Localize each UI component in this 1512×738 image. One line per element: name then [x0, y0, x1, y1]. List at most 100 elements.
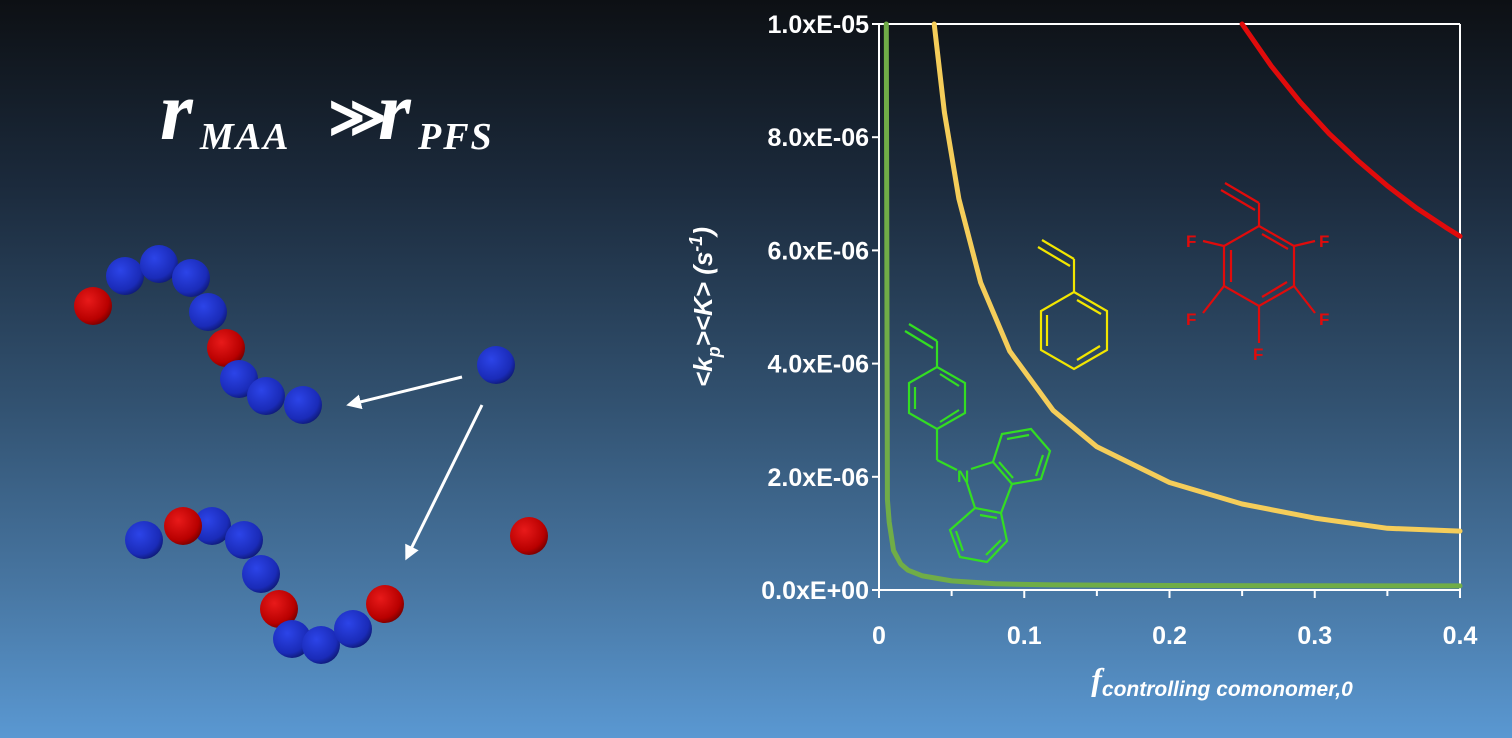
- arrow-to-lower-chain: [405, 404, 484, 561]
- vbk-n-c-bond: [970, 460, 994, 471]
- carbazole-double-bond: [998, 461, 1014, 479]
- x-axis-title-subscript: controlling comonomer,0: [1102, 678, 1353, 701]
- blue-sphere: [273, 620, 311, 658]
- styrene-structure: [1037, 239, 1109, 371]
- red-sphere: [207, 329, 245, 367]
- x-ticks: 0 0.1 0.2 0.3 0.4: [872, 590, 1477, 650]
- x-tick-label: 0.4: [1443, 622, 1478, 650]
- carbazole-double-bond: [954, 530, 965, 552]
- x-minor-ticks: [950, 590, 1389, 596]
- x-axis-title: fcontrolling comonomer,0: [1091, 661, 1353, 701]
- fluorine-label: F: [1253, 345, 1263, 364]
- x-axis-title-f: f: [1091, 661, 1105, 697]
- vbk-benzene-ring: [907, 365, 967, 431]
- free-red-monomer: [510, 517, 548, 555]
- vbk-ring-double-bond: [939, 409, 960, 423]
- y-axis-title-part3: ): [688, 227, 718, 239]
- y-axis-title-part1: <k: [688, 356, 718, 387]
- headline-r-pfs: r: [378, 65, 411, 158]
- styrene-ring-double-bond: [1076, 345, 1101, 361]
- x-tick-label: 0.1: [1007, 622, 1042, 650]
- pentafluorostyrene-structure: [1202, 182, 1316, 343]
- series-line-2: [883, 21, 1463, 589]
- vbk-n-c-bond: [964, 479, 977, 509]
- carbazole-double-bond: [979, 513, 998, 520]
- headline-subscript-maa: MAA: [200, 116, 291, 158]
- blue-sphere: [242, 555, 280, 593]
- pfs-ring: [1222, 224, 1296, 308]
- blue-sphere: [193, 507, 231, 545]
- vbk-vinyl-double-bond: [904, 330, 934, 349]
- y-axis-title-sub-p: p: [704, 346, 724, 358]
- upper-chain: [74, 245, 322, 424]
- headline-r-maa: r: [160, 65, 193, 158]
- pfs-cf-bond: [1293, 285, 1316, 314]
- y-tick-label: 0.0xE+00: [761, 577, 869, 605]
- blue-sphere: [189, 293, 227, 331]
- fluorine-label: F: [1186, 310, 1196, 329]
- styrene-ring: [1039, 290, 1109, 371]
- fluorine-label: F: [1319, 232, 1329, 251]
- pfs-vinyl-double-bond: [1224, 182, 1260, 204]
- blue-sphere: [247, 377, 285, 415]
- carbazole-double-bond: [1034, 454, 1045, 477]
- y-ticks: 0.0xE+00 2.0xE-06 4.0xE-06 6.0xE-06 8.0xE-06…: [761, 11, 879, 605]
- styrene-ring-double-bond: [1076, 299, 1102, 315]
- y-tick-label: 2.0xE-06: [768, 464, 869, 492]
- vbk-ring-double-bond: [939, 373, 960, 387]
- blue-sphere: [225, 521, 263, 559]
- lower-chain: [125, 507, 404, 664]
- carbazole-double-bond: [985, 539, 1002, 556]
- chart-axes: [878, 23, 1461, 591]
- pfs-cf-bond: [1293, 239, 1316, 248]
- styrene-vinyl-double-bond: [1041, 239, 1075, 260]
- vinylbenzylcarbazole-structure: [904, 323, 1052, 564]
- y-tick-label: 8.0xE-06: [768, 124, 869, 152]
- series-lines: [883, 21, 1463, 589]
- blue-sphere: [302, 626, 340, 664]
- pfs-cf-bond: [1202, 239, 1225, 248]
- blue-sphere: [125, 521, 163, 559]
- blue-sphere: [172, 259, 210, 297]
- fluorine-label: F: [1186, 232, 1196, 251]
- vbk-ch2-n-bond: [936, 459, 958, 471]
- blue-sphere: [106, 257, 144, 295]
- carbazole-ring-lower: [948, 506, 1009, 564]
- y-axis-title: <kp><K> (s-1): [686, 227, 724, 387]
- reactivity-ratio-headline: r MAA ≫ r PFS: [160, 70, 580, 170]
- series-line-0: [1239, 21, 1463, 239]
- arrow-to-upper-chain: [346, 375, 463, 410]
- nitrogen-label: N: [957, 467, 969, 486]
- red-sphere: [164, 507, 202, 545]
- blue-sphere: [220, 360, 258, 398]
- fluorine-label: F: [1319, 310, 1329, 329]
- pfs-ring-double-bond: [1261, 233, 1289, 250]
- headline-much-greater: ≫: [328, 87, 387, 149]
- headline-subscript-pfs: PFS: [418, 116, 494, 158]
- series-line-1: [931, 21, 1463, 534]
- y-axis-title-sup: -1: [686, 236, 706, 252]
- pfs-fluorine-labels: F F F F F: [1186, 232, 1329, 364]
- red-sphere: [74, 287, 112, 325]
- blue-sphere: [140, 245, 178, 283]
- carbazole-five-ring-bond: [999, 483, 1014, 514]
- carbazole-double-bond: [1006, 433, 1030, 441]
- blue-sphere: [334, 610, 372, 648]
- pfs-ring-double-bond: [1261, 281, 1288, 298]
- vbk-vinyl-double-bond: [908, 323, 938, 342]
- y-tick-label: 1.0xE-05: [768, 11, 870, 39]
- x-tick-label: 0.2: [1152, 622, 1187, 650]
- x-tick-label: 0.3: [1297, 622, 1332, 650]
- y-tick-label: 4.0xE-06: [768, 351, 869, 379]
- x-tick-label: 0: [872, 622, 886, 650]
- blue-sphere: [284, 386, 322, 424]
- pfs-cf-bond: [1202, 285, 1225, 314]
- y-axis-title-part2: ><K> (s: [688, 252, 718, 347]
- free-blue-monomer: [477, 346, 515, 384]
- styrene-vinyl-double-bond: [1037, 246, 1071, 267]
- y-tick-label: 6.0xE-06: [768, 237, 869, 265]
- pfs-vinyl-double-bond: [1220, 189, 1256, 211]
- red-sphere: [260, 590, 298, 628]
